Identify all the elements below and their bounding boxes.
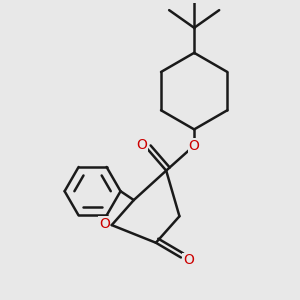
Text: O: O [189, 139, 200, 153]
Text: O: O [136, 138, 147, 152]
Text: O: O [183, 254, 194, 267]
Text: O: O [99, 217, 110, 231]
